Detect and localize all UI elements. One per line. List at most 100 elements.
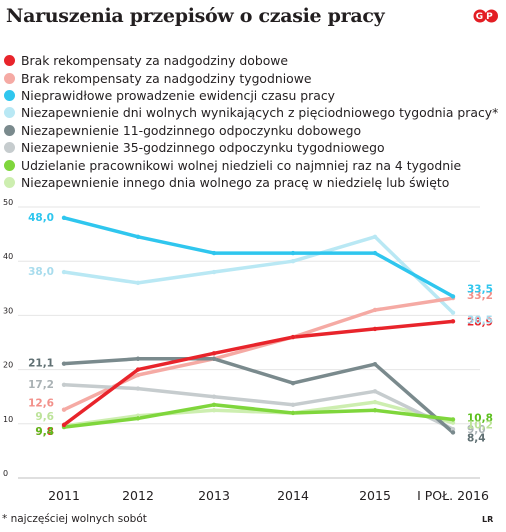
series-line — [62, 357, 455, 435]
legend-label: Niezapewnienie innego dnia wolnego za pr… — [21, 174, 450, 190]
legend-swatch — [4, 142, 15, 154]
data-point — [290, 259, 296, 264]
data-point — [135, 280, 141, 286]
series-line — [62, 403, 455, 429]
y-tick-label: 30 — [3, 306, 13, 315]
data-point — [135, 386, 141, 391]
data-point — [372, 361, 378, 367]
data-point — [290, 380, 296, 386]
data-point — [372, 399, 378, 405]
x-tick-label: 2014 — [277, 488, 309, 503]
chart-title: Naruszenia przepisów o czasie pracy — [6, 5, 385, 27]
data-label: 21,1 — [28, 358, 54, 370]
legend-label: Nieprawidłowe prowadzenie ewidencji czas… — [21, 87, 336, 103]
legend-swatch — [4, 107, 15, 119]
legend-swatch — [4, 176, 15, 188]
data-label: 9,0 — [467, 424, 486, 436]
legend-item: Niezapewnienie dni wolnych wynikających … — [4, 104, 504, 121]
data-point — [61, 215, 67, 221]
credit: LR — [482, 515, 494, 524]
data-label: 28,9 — [467, 316, 493, 328]
data-point — [135, 372, 141, 378]
legend-swatch — [4, 89, 15, 101]
data-point — [135, 416, 141, 421]
legend-label: Niezapewnienie dni wolnych wynikających … — [21, 105, 499, 121]
legend-label: Brak rekompensaty za nadgodziny dobowe — [21, 53, 289, 69]
data-point — [372, 408, 378, 413]
data-label: 9,8 — [35, 426, 54, 438]
data-point — [211, 351, 217, 356]
data-point — [61, 361, 67, 366]
data-point — [290, 410, 296, 416]
data-point — [211, 356, 217, 361]
legend-label: Brak rekompensaty za nadgodziny tygodnio… — [21, 70, 312, 86]
data-label: 10,8 — [467, 413, 493, 425]
data-point — [61, 382, 67, 387]
x-tick-label: 2012 — [122, 488, 154, 503]
legend-item: Niezapewnienie 35-godzinnego odpoczynku … — [4, 139, 504, 156]
legend-item: Nieprawidłowe prowadzenie ewidencji czas… — [4, 87, 504, 104]
data-point — [211, 394, 217, 399]
legend-swatch — [4, 55, 15, 67]
legend-item: Brak rekompensaty za nadgodziny dobowe — [4, 52, 504, 69]
legend-label: Udzielanie pracownikowi wolnej niedzieli… — [21, 157, 462, 173]
data-point — [61, 422, 67, 428]
data-point — [211, 250, 217, 256]
series-line — [62, 296, 455, 412]
legend-item: Udzielanie pracownikowi wolnej niedzieli… — [4, 156, 504, 173]
data-point — [450, 420, 456, 425]
legend-swatch — [4, 159, 15, 171]
legend-swatch — [4, 124, 15, 136]
x-tick-label: I POŁ. 2016 — [417, 488, 489, 503]
publisher-logo-icon: GP — [473, 9, 498, 23]
data-point — [450, 294, 456, 299]
data-point — [290, 334, 296, 340]
y-tick-label: 50 — [3, 198, 13, 207]
data-label: 8,4 — [467, 433, 486, 445]
data-point — [450, 310, 456, 315]
data-point — [450, 427, 456, 432]
data-point — [450, 319, 456, 324]
data-point — [211, 408, 217, 413]
data-point — [372, 307, 378, 313]
x-tick-label: 2013 — [198, 488, 230, 503]
data-point — [372, 234, 378, 240]
y-tick-label: 40 — [3, 252, 13, 261]
y-tick-label: 10 — [3, 415, 13, 424]
data-point — [290, 402, 296, 408]
data-point — [135, 234, 141, 240]
data-point — [450, 417, 456, 422]
data-label: 10,2 — [467, 420, 493, 432]
data-point — [372, 250, 378, 256]
logo-text: GP — [476, 12, 496, 22]
series-line — [62, 383, 455, 431]
x-tick-label: 2015 — [359, 488, 391, 503]
data-label: 33,2 — [467, 290, 493, 302]
data-label: 9,6 — [35, 411, 54, 423]
legend: Brak rekompensaty za nadgodziny dobowe Br… — [4, 52, 504, 191]
series-line — [62, 319, 455, 427]
data-point — [450, 430, 456, 435]
legend-item: Niezapewnienie 11-godzinnego odpoczynku … — [4, 122, 504, 139]
series-line — [62, 400, 455, 428]
data-point — [61, 407, 67, 412]
data-point — [211, 402, 217, 408]
footnote: * najczęściej wolnych sobót — [2, 513, 147, 525]
legend-label: Niezapewnienie 35-godzinnego odpoczynku … — [21, 140, 385, 156]
data-point — [211, 269, 217, 275]
data-label: 33,5 — [467, 283, 493, 295]
legend-swatch — [4, 72, 15, 84]
y-tick-label: 20 — [3, 361, 13, 370]
series-line — [62, 235, 455, 315]
data-point — [135, 367, 141, 372]
series-line — [62, 216, 455, 299]
data-label: 17,2 — [28, 379, 54, 391]
x-tick-label: 2011 — [48, 488, 80, 503]
legend-item: Niezapewnienie innego dnia wolnego za pr… — [4, 174, 504, 191]
y-tick-label: 0 — [3, 469, 8, 478]
data-label: 38,0 — [28, 266, 54, 278]
data-point — [372, 326, 378, 332]
data-label: 9,4 — [35, 426, 54, 438]
data-point — [372, 389, 378, 394]
